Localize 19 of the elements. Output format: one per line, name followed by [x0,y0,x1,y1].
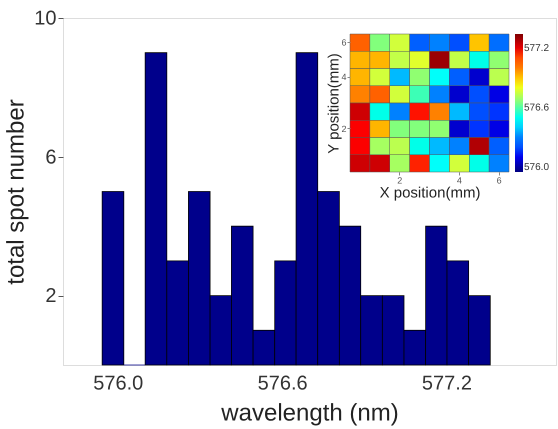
y-tick-label: 4 [341,72,346,82]
x-tick-label: 4 [456,176,462,186]
y-tick-label: 2 [45,285,56,308]
color-bar-label: 576.6 [524,102,550,114]
color-bar-label: 576.0 [524,162,550,174]
y-tick-label: 10 [34,8,56,30]
x-tick-label: 577.2 [422,372,472,394]
x-tick-label: 2 [397,176,402,186]
y-tick-label: 2 [341,124,346,134]
x-axis-title: wavelength (nm) [220,400,399,426]
y-tick-label: 6 [341,38,346,48]
y-tick-label: 6 [45,146,56,168]
x-axis-title: X position(mm) [380,184,480,202]
color-bar-label: 577.2 [524,42,550,54]
x-tick-label: 576.6 [258,372,308,394]
y-axis-title: total spot number [2,99,30,285]
x-tick-label: 576.0 [93,372,144,394]
x-tick-label: 6 [496,176,502,186]
y-axis-title: Y position(mm) [325,53,342,154]
